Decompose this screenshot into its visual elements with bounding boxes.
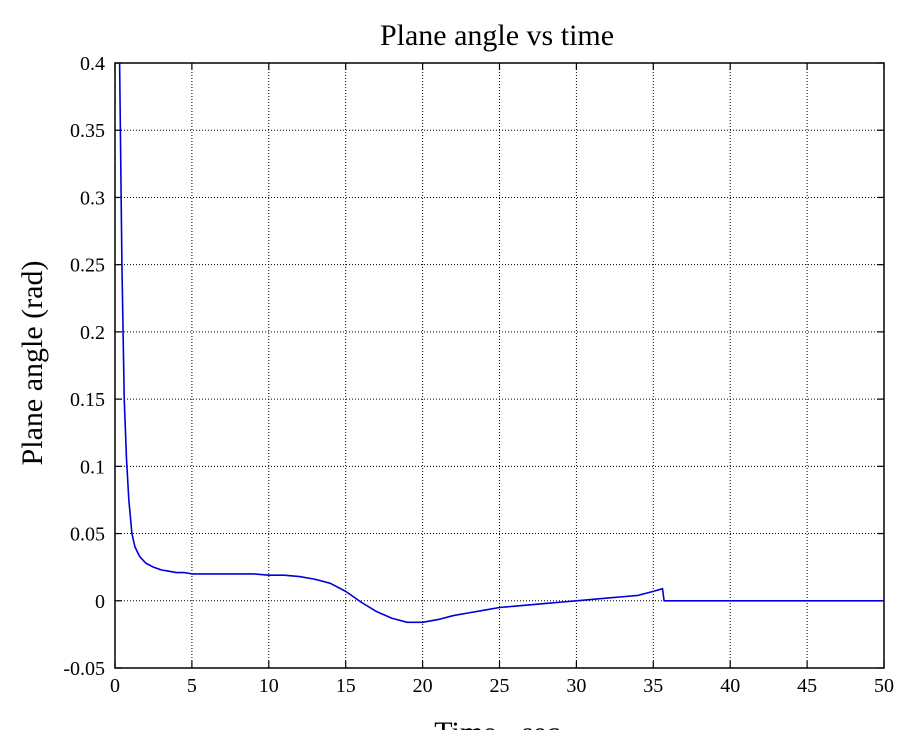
x-tick-label: 25 bbox=[490, 675, 510, 697]
x-axis-label: Time - sec bbox=[434, 716, 560, 730]
y-tick-label: 0 bbox=[95, 591, 105, 613]
x-tick-label: 50 bbox=[874, 675, 894, 697]
y-axis-label: Plane angle (rad) bbox=[16, 261, 49, 466]
y-tick-label: 0.05 bbox=[70, 524, 105, 546]
x-tick-label: 10 bbox=[259, 675, 279, 697]
x-tick-label: 5 bbox=[187, 675, 197, 697]
y-tick-labels: -0.05 0 0.05 0.1 0.15 0.2 0.25 0.3 0.35 0.4 bbox=[63, 53, 105, 680]
x-tick-label: 30 bbox=[566, 675, 586, 697]
y-tick-label: 0.3 bbox=[80, 187, 105, 209]
x-tick-label: 45 bbox=[797, 675, 817, 697]
plot-frame bbox=[114, 62, 885, 669]
chart-title: Plane angle vs time bbox=[380, 19, 614, 52]
grid bbox=[115, 63, 884, 668]
x-tick-label: 0 bbox=[110, 675, 120, 697]
y-tick-label: 0.25 bbox=[70, 255, 105, 277]
x-tick-label: 40 bbox=[720, 675, 740, 697]
x-tick-labels: 0 5 10 15 20 25 30 35 40 45 50 bbox=[110, 675, 894, 697]
y-tick-label: 0.4 bbox=[80, 53, 105, 75]
y-tick-label: 0.2 bbox=[80, 322, 105, 344]
series-line-plane-angle bbox=[118, 62, 884, 624]
y-tick-label: 0.15 bbox=[70, 389, 105, 411]
x-tick-label: 15 bbox=[336, 675, 356, 697]
y-tick-label: 0.1 bbox=[80, 456, 105, 478]
y-tick-label: 0.35 bbox=[70, 120, 105, 142]
x-tick-label: 20 bbox=[413, 675, 433, 697]
y-tick-label: -0.05 bbox=[63, 658, 105, 680]
x-tick-label: 35 bbox=[643, 675, 663, 697]
